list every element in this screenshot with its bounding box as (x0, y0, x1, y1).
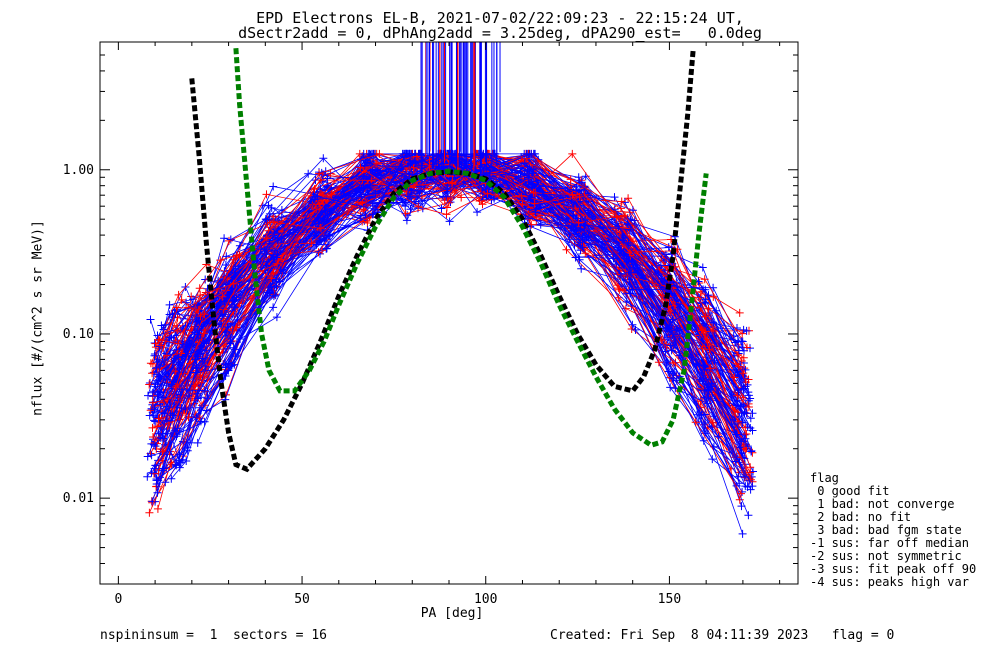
flag-legend: flag 0 good fit 1 bad: not converge 2 ba… (810, 472, 976, 589)
flag-legend-item: 0 good fit (810, 484, 890, 498)
footer-right: Created: Fri Sep 8 04:11:39 2023 flag = … (550, 628, 895, 643)
flag-legend-item: 2 bad: no fit (810, 510, 912, 524)
y-tick-label: 0.10 (63, 327, 94, 342)
fit-curve-green (233, 48, 709, 448)
trace-line (154, 178, 739, 478)
trace-line (156, 153, 752, 419)
chart-title-line-1: EPD Electrons EL-B, 2021-07-02/22:09:23 … (256, 9, 744, 27)
trace-markers (157, 152, 748, 378)
trace-line (152, 154, 738, 393)
trace-line (156, 153, 737, 485)
x-axis-label: PA [deg] (420, 606, 484, 621)
fit-curves (189, 47, 709, 473)
trace-line (162, 164, 751, 473)
trace-markers (159, 151, 742, 407)
trace-line (151, 153, 745, 374)
x-tick-label: 50 (294, 592, 310, 607)
trace-markers (145, 150, 739, 428)
flag-legend-item: -1 sus: far off median (810, 536, 969, 550)
trace-line (158, 166, 740, 367)
trace-line (156, 153, 736, 427)
x-tick-label: 150 (658, 592, 681, 607)
flag-legend-item: 3 bad: bad fgm state (810, 523, 962, 537)
trace-line (155, 166, 745, 478)
footer-left: nspininsum = 1 sectors = 16 (100, 628, 327, 643)
x-tick-label: 0 (114, 592, 122, 607)
flag-legend-item: -3 sus: fit peak off 90 (810, 562, 977, 576)
flag-legend-item: -2 sus: not symmetric (810, 549, 962, 563)
trace-markers (154, 163, 743, 371)
trace-markers (152, 149, 755, 423)
flag-legend-item: 1 bad: not converge (810, 497, 955, 511)
chart-title-line-2: dSectr2add = 0, dPhAng2add = 3.25deg, dP… (238, 24, 762, 42)
flag-legend-title: flag (810, 471, 839, 485)
trace-line (160, 156, 744, 374)
y-tick-label: 1.00 (63, 163, 94, 178)
axes: 0 50 100 150 0.01 0.10 1.00 (63, 41, 798, 607)
y-tick-label: 0.01 (63, 491, 94, 506)
trace-line (164, 174, 753, 487)
y-axis-label: nflux [#/(cm^2 s sr MeV)] (30, 220, 46, 416)
x-tick-label: 100 (474, 592, 497, 607)
trace-line (156, 153, 740, 385)
flag-legend-item: -4 sus: peaks high var (810, 575, 969, 589)
trace-line (147, 153, 739, 396)
